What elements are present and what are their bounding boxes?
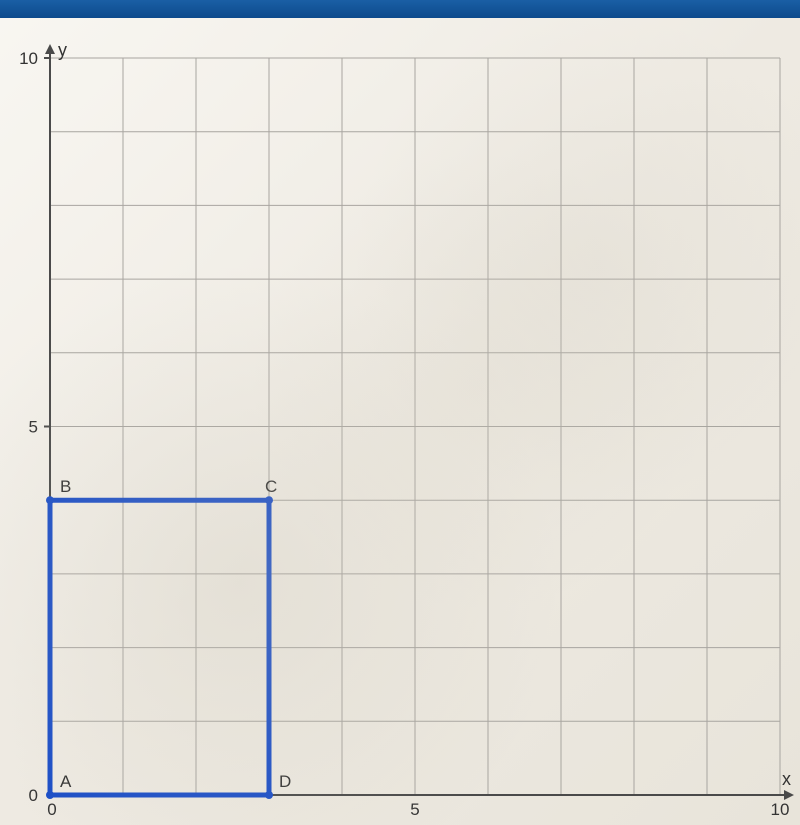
y-axis-label: y: [58, 40, 67, 60]
vertex-point: [265, 791, 273, 799]
x-tick-label: 5: [410, 800, 419, 819]
content-area: y x 0 5 10 0 5 10 A B C D: [0, 18, 800, 825]
x-tick-label: 0: [47, 800, 56, 819]
y-tick-label: 0: [29, 786, 38, 805]
x-tick-label: 10: [771, 800, 790, 819]
vertex-point: [46, 791, 54, 799]
vertex-label: B: [60, 477, 71, 496]
vertex-point: [46, 496, 54, 504]
vertex-label: C: [265, 477, 277, 496]
y-tick-label: 5: [29, 418, 38, 437]
coordinate-plane-chart: y x 0 5 10 0 5 10 A B C D: [0, 18, 800, 825]
vertex-point: [265, 496, 273, 504]
grid: [50, 58, 780, 795]
vertex-label: D: [279, 772, 291, 791]
x-axis-label: x: [782, 769, 791, 789]
window-titlebar: [0, 0, 800, 18]
y-tick-label: 10: [19, 49, 38, 68]
vertex-label: A: [60, 772, 72, 791]
axes: [44, 44, 794, 800]
